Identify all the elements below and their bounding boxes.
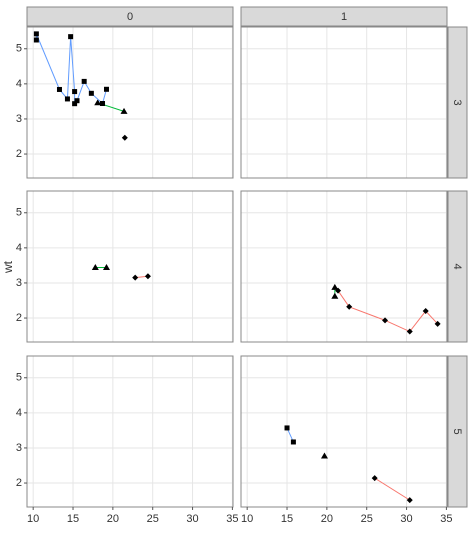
point	[406, 328, 413, 335]
y-tick-label: 5	[16, 372, 22, 384]
point	[121, 134, 128, 141]
strip	[447, 355, 468, 508]
strip-label: 3	[451, 99, 463, 105]
point	[406, 497, 413, 504]
point	[81, 78, 87, 84]
y-tick-label: 4	[16, 78, 22, 90]
x-tick-label: 25	[147, 513, 159, 525]
x-tick-label: 20	[107, 513, 119, 525]
line	[337, 290, 439, 333]
panel	[27, 191, 233, 342]
point	[68, 34, 74, 40]
point	[284, 425, 290, 431]
y-tick-label: 2	[16, 477, 22, 489]
point	[290, 439, 296, 445]
point	[120, 107, 128, 114]
panel	[27, 356, 233, 507]
point	[102, 264, 110, 271]
panel	[241, 27, 447, 178]
point	[33, 31, 39, 37]
x-tick-label: 10	[241, 513, 253, 525]
x-tick-label: 30	[186, 513, 198, 525]
y-tick-label: 4	[16, 242, 22, 254]
panel-border	[26, 26, 234, 179]
point	[331, 292, 339, 299]
point	[94, 99, 102, 106]
point	[64, 96, 70, 102]
point	[371, 475, 378, 482]
x-tick-label: 35	[226, 513, 238, 525]
point	[72, 89, 78, 95]
panel-border	[240, 26, 448, 179]
y-tick-label: 3	[16, 442, 22, 454]
x-tick-label: 20	[321, 513, 333, 525]
y-tick-label: 4	[16, 407, 22, 419]
y-tick-label: 3	[16, 277, 22, 289]
point	[346, 303, 353, 310]
point	[132, 274, 139, 281]
point	[100, 101, 106, 107]
x-tick-label: 15	[281, 513, 293, 525]
point	[33, 37, 39, 43]
point	[331, 283, 339, 290]
y-tick-label: 5	[16, 207, 22, 219]
point	[434, 320, 441, 327]
panel	[241, 191, 447, 342]
panel-border	[26, 355, 234, 508]
point	[91, 264, 99, 271]
strip	[447, 26, 468, 179]
x-tick-label: 10	[27, 513, 39, 525]
strip	[26, 6, 234, 27]
strip-label: 4	[451, 263, 463, 269]
x-tick-label: 25	[361, 513, 373, 525]
y-tick-label: 3	[16, 113, 22, 125]
strip-label: 0	[127, 11, 133, 23]
panel-border	[26, 190, 234, 343]
y-tick-label: 5	[16, 43, 22, 55]
x-tick-label: 35	[440, 513, 452, 525]
panel	[27, 27, 233, 178]
point	[422, 308, 429, 315]
line	[374, 477, 411, 501]
point	[382, 317, 389, 324]
x-tick-label: 30	[400, 513, 412, 525]
strip	[447, 190, 468, 343]
y-tick-label: 2	[16, 312, 22, 324]
panel	[241, 356, 447, 507]
y-tick-label: 2	[16, 148, 22, 160]
panel-border	[240, 355, 448, 508]
point	[103, 86, 109, 92]
point	[74, 98, 80, 104]
strip	[240, 6, 448, 27]
point	[72, 101, 78, 107]
y-axis-label: wt	[1, 260, 15, 274]
point	[144, 273, 151, 280]
panel-border	[240, 190, 448, 343]
point	[88, 90, 94, 96]
strip-label: 1	[341, 11, 347, 23]
strip-label: 5	[451, 428, 463, 434]
x-tick-label: 15	[67, 513, 79, 525]
point	[56, 86, 62, 92]
point	[320, 452, 328, 459]
